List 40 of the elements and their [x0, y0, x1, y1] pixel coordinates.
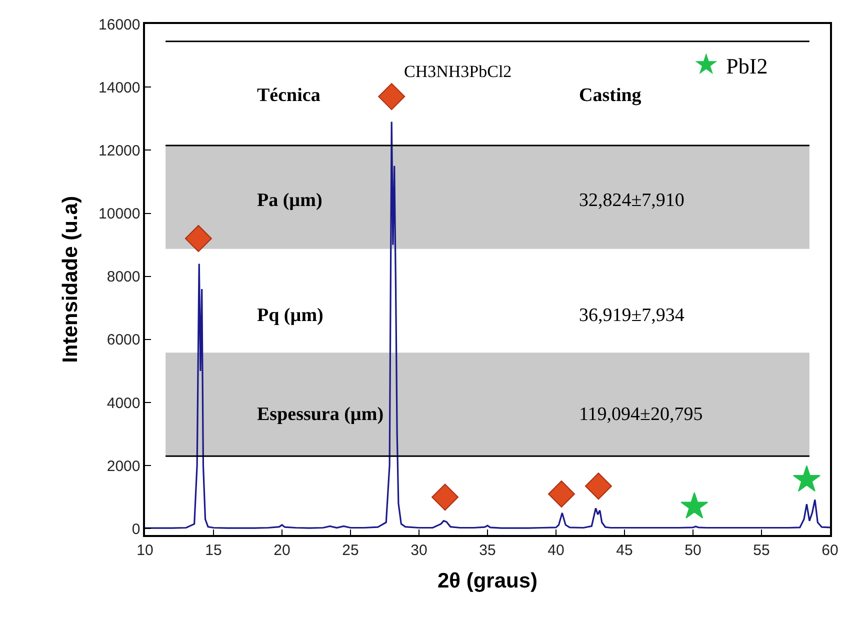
y-tick-label: 14000: [98, 79, 140, 96]
x-tick-label: 40: [548, 542, 564, 559]
annotation: 32,824±7,910: [579, 190, 684, 211]
y-tick-label: 0: [132, 520, 140, 538]
x-tick-label: 20: [274, 542, 290, 559]
x-tick-label: 60: [822, 542, 838, 559]
y-tick-label: 12000: [98, 142, 140, 160]
point: [680, 492, 708, 518]
point: [584, 472, 612, 500]
annotation: 36,919±7,934: [579, 305, 685, 326]
annotation: Casting: [579, 85, 642, 106]
annotation: Técnica: [257, 85, 321, 106]
x-tick-label: 25: [342, 542, 359, 559]
x-tick-label: 55: [753, 542, 770, 559]
point: [432, 484, 459, 511]
y-tick-label: 2000: [106, 458, 140, 475]
x-tick-label: 15: [205, 542, 222, 559]
annotation: Pq (µm): [257, 305, 324, 326]
y-tick-label: 16000: [98, 16, 140, 34]
x-tick-label: 50: [684, 542, 702, 559]
y-tick-label: 10000: [98, 206, 140, 223]
x-tick-label: 35: [479, 542, 496, 559]
point: [378, 83, 406, 110]
x-tick-label: 10: [136, 542, 154, 559]
annotation: Espessura (µm): [257, 404, 384, 425]
series-label: CH3NH3PbCl2: [404, 62, 512, 81]
y-axis-title: Intensidade (u.a): [59, 196, 82, 363]
y-tick-label: 4000: [106, 394, 140, 412]
annotation: 119,094±20,795: [579, 404, 703, 425]
point: [548, 480, 575, 508]
legend-label: PbI2: [726, 53, 768, 78]
x-axis-title: 2θ (graus): [437, 569, 538, 592]
point: [792, 465, 821, 492]
y-tick-label: 8000: [106, 268, 140, 286]
point: [184, 224, 212, 252]
y-tick-label: 6000: [106, 332, 140, 349]
x-tick-label: 45: [616, 542, 633, 559]
line-series: [145, 120, 830, 529]
annotation: Pa (µm): [257, 190, 322, 211]
x-tick-label: 30: [410, 542, 428, 559]
